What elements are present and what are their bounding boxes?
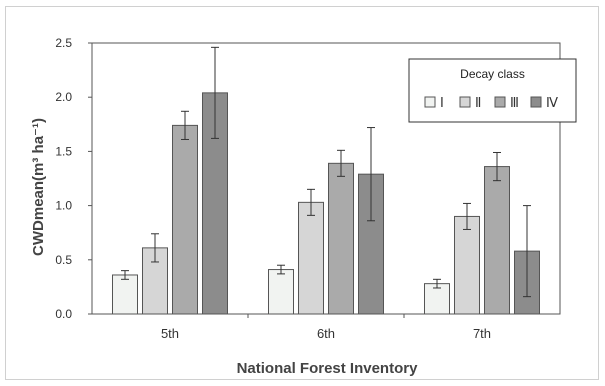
legend-label: Ⅰ [440, 95, 444, 110]
x-tick-label: 6th [317, 326, 335, 341]
bars [113, 93, 540, 314]
legend-title: Decay class [460, 67, 525, 81]
y-axis-title: CWDmean(m³ ha⁻¹) [30, 118, 47, 256]
bar [485, 167, 510, 314]
legend-swatch [460, 97, 470, 107]
legend-swatch [495, 97, 505, 107]
bar [269, 270, 294, 314]
legend-swatch [531, 97, 541, 107]
legend: Decay class Ⅰ Ⅱ Ⅲ Ⅳ [409, 59, 576, 122]
legend-label: Ⅲ [510, 95, 519, 110]
y-tick-label: 2.5 [55, 36, 72, 50]
y-tick-label: 0.5 [55, 253, 72, 267]
y-tick-label: 1.0 [55, 199, 72, 213]
x-tick-label: 7th [473, 326, 491, 341]
x-axis-title: National Forest Inventory [237, 360, 419, 377]
legend-label: Ⅱ [475, 95, 481, 110]
legend-label: Ⅳ [546, 95, 558, 110]
bar [455, 216, 480, 314]
y-tick-label: 0.0 [55, 307, 72, 321]
bar [173, 125, 198, 314]
x-tick-label: 5th [161, 326, 179, 341]
bar [329, 163, 354, 314]
y-tick-label: 1.5 [55, 144, 72, 158]
bar [299, 202, 324, 314]
bar [113, 275, 138, 314]
y-tick-label: 2.0 [55, 90, 72, 104]
legend-swatch [425, 97, 435, 107]
